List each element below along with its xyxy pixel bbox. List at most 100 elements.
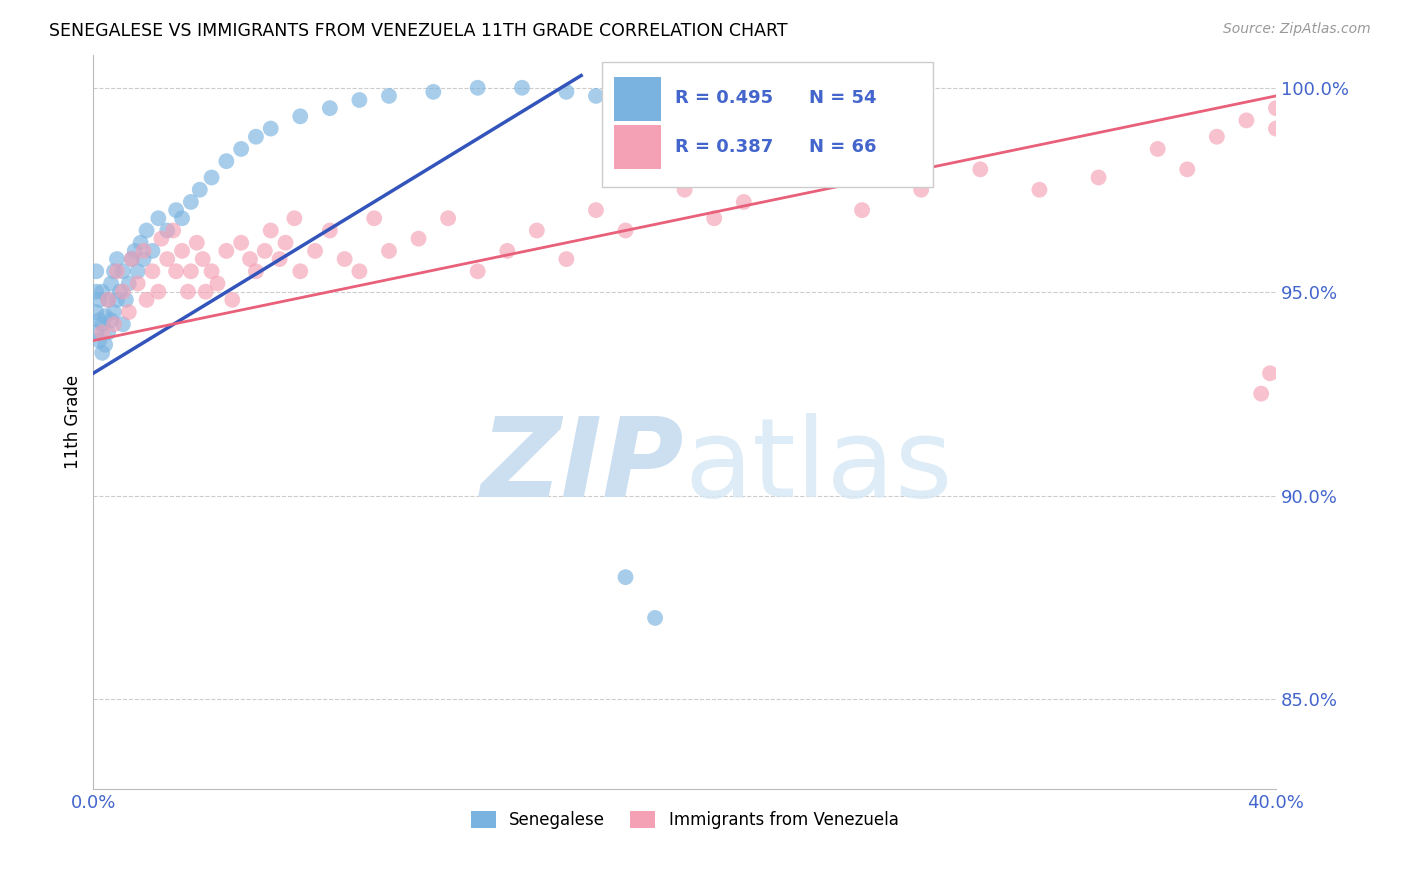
Point — [191, 252, 214, 266]
Point — [132, 244, 155, 258]
Point — [1265, 121, 1288, 136]
Point — [526, 223, 548, 237]
Y-axis label: 11th Grade: 11th Grade — [65, 376, 82, 469]
Text: SENEGALESE VS IMMIGRANTS FROM VENEZUELA 11TH GRADE CORRELATION CHART: SENEGALESE VS IMMIGRANTS FROM VENEZUELA … — [49, 22, 787, 40]
Text: atlas: atlas — [685, 413, 953, 520]
Point — [1028, 183, 1050, 197]
Point — [467, 264, 489, 278]
Point — [467, 80, 489, 95]
Point — [141, 244, 163, 258]
Point — [245, 129, 267, 144]
Point — [89, 334, 111, 348]
Point — [349, 93, 371, 107]
Point — [1205, 129, 1227, 144]
Point — [170, 244, 193, 258]
Point — [118, 305, 141, 319]
Point — [283, 211, 305, 226]
Point — [207, 277, 229, 291]
Point — [200, 170, 222, 185]
Point — [221, 293, 243, 307]
Point — [91, 346, 114, 360]
Point — [378, 244, 401, 258]
Point — [148, 285, 170, 299]
Point — [644, 611, 666, 625]
Point — [177, 285, 200, 299]
Point — [585, 89, 607, 103]
Point — [103, 305, 125, 319]
Point — [290, 109, 312, 123]
Point — [260, 121, 283, 136]
Point — [260, 223, 283, 237]
Point — [111, 285, 134, 299]
Point — [290, 264, 312, 278]
Point — [269, 252, 291, 266]
Point — [231, 235, 253, 250]
Point — [215, 154, 238, 169]
Point — [188, 183, 211, 197]
Point — [97, 293, 120, 307]
Point — [103, 318, 125, 332]
Point — [792, 170, 814, 185]
Text: R = 0.387: R = 0.387 — [675, 138, 773, 156]
Point — [910, 183, 932, 197]
Legend: Senegalese, Immigrants from Venezuela: Senegalese, Immigrants from Venezuela — [464, 805, 905, 836]
Point — [408, 232, 430, 246]
Point — [274, 235, 297, 250]
Point — [162, 223, 184, 237]
Point — [108, 285, 131, 299]
Point — [194, 285, 217, 299]
Point — [349, 264, 371, 278]
Point — [94, 309, 117, 323]
Point — [304, 244, 326, 258]
Point — [170, 211, 193, 226]
Point — [614, 223, 637, 237]
Point — [111, 264, 134, 278]
Point — [127, 277, 149, 291]
Point — [84, 264, 107, 278]
Point — [851, 203, 873, 218]
Point — [97, 293, 120, 307]
Point — [121, 252, 143, 266]
Point — [200, 264, 222, 278]
Point — [333, 252, 356, 266]
Point — [132, 252, 155, 266]
Point — [733, 194, 755, 209]
Point — [245, 264, 267, 278]
Point — [103, 264, 125, 278]
Point — [239, 252, 262, 266]
Point — [1250, 386, 1272, 401]
Point — [148, 211, 170, 226]
Text: N = 66: N = 66 — [808, 138, 876, 156]
Point — [1258, 366, 1281, 380]
Point — [141, 264, 163, 278]
Point — [115, 293, 138, 307]
Point — [127, 264, 149, 278]
Point — [1146, 142, 1168, 156]
Point — [496, 244, 519, 258]
Point — [100, 313, 122, 327]
Point — [84, 326, 107, 340]
Point — [510, 80, 533, 95]
Point — [91, 318, 114, 332]
Point — [165, 203, 187, 218]
Text: N = 54: N = 54 — [808, 88, 876, 107]
Text: R = 0.495: R = 0.495 — [675, 88, 773, 107]
Point — [156, 223, 179, 237]
Point — [124, 244, 146, 258]
Point — [111, 318, 134, 332]
Point — [1234, 113, 1257, 128]
Point — [165, 264, 187, 278]
Point — [253, 244, 276, 258]
Point — [91, 285, 114, 299]
Point — [1265, 101, 1288, 115]
Point — [378, 89, 401, 103]
Point — [422, 85, 444, 99]
Point — [89, 293, 111, 307]
Point — [129, 235, 152, 250]
Point — [105, 252, 128, 266]
Point — [94, 337, 117, 351]
Point — [150, 232, 173, 246]
Point — [180, 194, 202, 209]
Point — [84, 305, 107, 319]
Point — [121, 252, 143, 266]
